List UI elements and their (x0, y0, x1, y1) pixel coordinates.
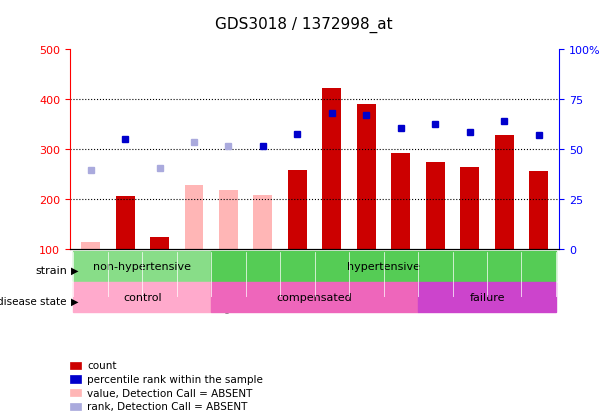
Bar (288, 171, 307, 250)
Text: count: count (87, 361, 117, 370)
Text: compensated: compensated (277, 292, 353, 302)
Bar (460, 167, 479, 250)
Text: failure: failure (469, 292, 505, 302)
Bar (254, 196, 272, 250)
Text: ▶: ▶ (71, 265, 78, 275)
Bar (495, 136, 514, 250)
Bar (74, 282, 211, 312)
Bar (529, 172, 548, 250)
Bar (150, 237, 169, 250)
Text: control: control (123, 292, 162, 302)
Text: disease state: disease state (0, 296, 67, 306)
Bar (81, 242, 100, 250)
Bar (357, 104, 376, 250)
Text: value, Detection Call = ABSENT: value, Detection Call = ABSENT (87, 388, 252, 398)
Bar (211, 251, 556, 281)
Bar (322, 89, 341, 250)
Text: rank, Detection Call = ABSENT: rank, Detection Call = ABSENT (87, 401, 247, 411)
Text: ▶: ▶ (71, 296, 78, 306)
Text: strain: strain (35, 265, 67, 275)
Text: GDS3018 / 1372998_at: GDS3018 / 1372998_at (215, 17, 393, 33)
Bar (211, 282, 418, 312)
Text: percentile rank within the sample: percentile rank within the sample (87, 374, 263, 384)
Bar (184, 186, 204, 250)
Bar (74, 251, 211, 281)
Bar (116, 196, 134, 250)
Bar (392, 153, 410, 250)
Text: non-hypertensive: non-hypertensive (93, 261, 192, 271)
Bar (219, 191, 238, 250)
Bar (426, 163, 445, 250)
Text: hypertensive: hypertensive (347, 261, 420, 271)
Bar (418, 282, 556, 312)
